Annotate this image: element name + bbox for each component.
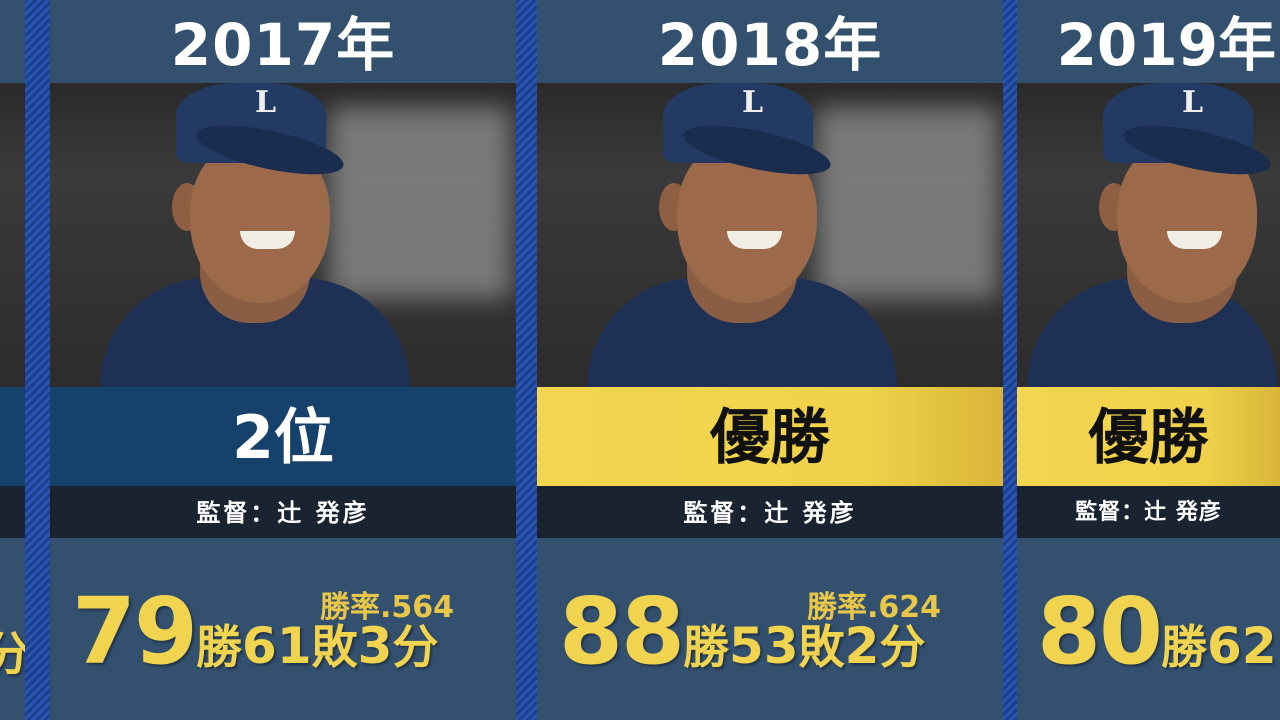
wins-unit: 勝 <box>196 620 243 674</box>
win-rate: 勝率.624 <box>807 590 942 625</box>
season-card: 2019年 L 優勝 監督：辻 発彦 80勝62 <box>1017 0 1280 720</box>
wins-unit: 勝 <box>683 620 730 674</box>
standing-banner: 2位 <box>50 387 516 486</box>
cap-logo-icon: L <box>1182 85 1204 120</box>
manager-photo: L <box>50 83 516 387</box>
cap-logo-icon: L <box>255 85 277 120</box>
ties: 3 <box>357 617 393 675</box>
record: 勝率.624 88勝53敗2分 <box>537 538 1003 720</box>
ties-unit: 分 <box>879 620 926 674</box>
wins: 88 <box>559 578 685 685</box>
divider-stripe <box>1003 0 1017 720</box>
standing-banner: 優勝 <box>1017 387 1280 486</box>
divider-stripe <box>516 0 537 720</box>
divider-stripe <box>25 0 50 720</box>
record: 80勝62 <box>1017 538 1280 720</box>
wins-unit: 勝 <box>1161 620 1208 674</box>
wins: 80 <box>1037 578 1163 685</box>
card-partial-left: 分 <box>0 0 30 720</box>
standing-banner: 優勝 <box>537 387 1003 486</box>
manager-photo: L <box>1017 83 1280 387</box>
wins: 79 <box>72 578 198 685</box>
season-year: 2017年 <box>50 0 516 83</box>
ties: 2 <box>844 617 880 675</box>
losses-unit: 敗 <box>311 620 358 674</box>
season-year: 2019年 <box>1017 0 1280 83</box>
season-card: 2018年 L 優勝 監督：辻 発彦 勝率.624 88勝53敗2分 <box>537 0 1003 720</box>
manager-name: 監督：辻 発彦 <box>50 486 516 538</box>
season-card: 2017年 L 2位 監督：辻 発彦 勝率.564 79勝61敗3分 <box>50 0 516 720</box>
losses: 61 <box>242 617 312 675</box>
record: 勝率.564 79勝61敗3分 <box>50 538 516 720</box>
losses: 62 <box>1207 617 1277 675</box>
losses-unit: 敗 <box>798 620 845 674</box>
losses: 53 <box>729 617 799 675</box>
manager-name: 監督：辻 発彦 <box>537 486 1003 538</box>
ties-unit: 分 <box>392 620 439 674</box>
win-rate: 勝率.564 <box>320 590 455 625</box>
manager-name: 監督：辻 発彦 <box>1017 486 1280 538</box>
season-year: 2018年 <box>537 0 1003 83</box>
cap-logo-icon: L <box>742 85 764 120</box>
manager-photo: L <box>537 83 1003 387</box>
